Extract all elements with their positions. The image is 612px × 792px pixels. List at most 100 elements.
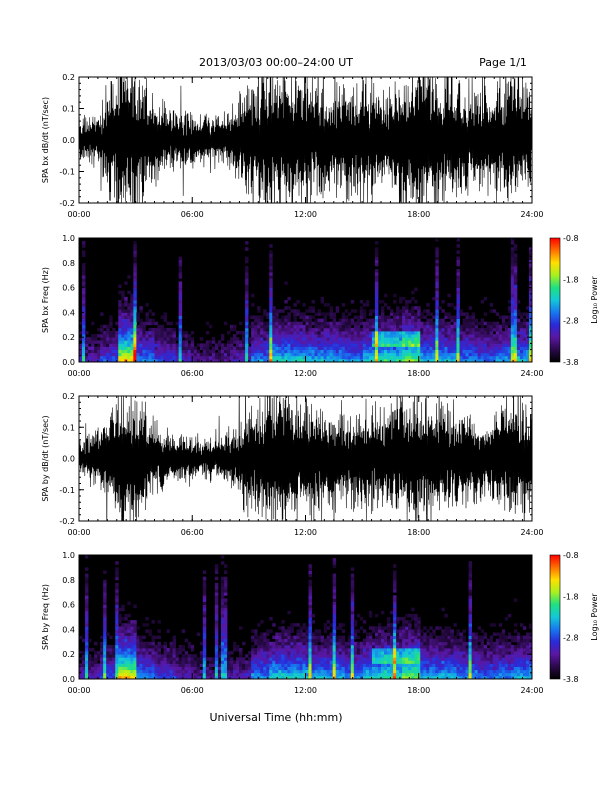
heatmap-cell	[350, 607, 355, 612]
heatmap-cell	[266, 321, 270, 326]
heatmap-cell	[82, 318, 86, 323]
heatmap-cell	[408, 632, 412, 636]
heatmap-cell	[151, 358, 155, 363]
heatmap-cell	[405, 675, 409, 680]
heatmap-cell	[356, 669, 361, 674]
heatmap-cell	[356, 613, 361, 618]
heatmap-cell	[335, 352, 340, 357]
heatmap-cell	[335, 644, 340, 649]
heatmap-cell	[311, 672, 315, 677]
heatmap-cell	[371, 334, 376, 338]
heatmap-cell	[513, 293, 518, 298]
heatmap-cell	[97, 666, 101, 671]
heatmap-cell	[399, 315, 403, 319]
heatmap-cell	[429, 321, 433, 326]
heatmap-cell	[359, 617, 364, 621]
heatmap-cell	[233, 324, 237, 329]
heatmap-cell	[103, 626, 107, 630]
heatmap-cell	[450, 324, 454, 329]
heatmap-cell	[142, 355, 146, 360]
heatmap-cell	[112, 352, 116, 357]
heatmap-cell	[335, 324, 340, 329]
heatmap-cell	[456, 651, 460, 655]
heatmap-cell	[290, 648, 294, 652]
heatmap-cell	[314, 635, 318, 640]
heatmap-cell	[79, 666, 83, 671]
heatmap-cell	[299, 632, 303, 636]
heatmap-cell	[344, 327, 349, 332]
heatmap-cell	[106, 324, 110, 329]
heatmap-cell	[486, 331, 491, 335]
heatmap-cell	[459, 355, 463, 360]
heatmap-cell	[239, 654, 243, 658]
heatmap-cell	[236, 675, 240, 680]
heatmap-cell	[329, 672, 334, 677]
heatmap-cell	[468, 604, 472, 609]
heatmap-cell	[166, 648, 170, 652]
heatmap-cell	[260, 337, 264, 341]
heatmap-cell	[444, 635, 448, 640]
heatmap-cell	[223, 564, 228, 568]
heatmap-cell	[423, 346, 427, 350]
heatmap-cell	[251, 337, 255, 341]
heatmap-cell	[323, 318, 328, 323]
heatmap-cell	[220, 632, 225, 636]
heatmap-cell	[317, 355, 321, 360]
heatmap-cell	[420, 641, 424, 646]
heatmap-cell	[130, 651, 134, 655]
heatmap-cell	[447, 669, 451, 674]
heatmap-cell	[408, 638, 412, 643]
heatmap-cell	[281, 632, 285, 636]
heatmap-cell	[263, 358, 267, 363]
heatmap-cell	[251, 321, 255, 326]
heatmap-cell	[510, 349, 515, 354]
heatmap-cell	[525, 352, 530, 357]
heatmap-cell	[175, 349, 180, 354]
heatmap-cell	[223, 620, 228, 624]
heatmap-cell	[263, 331, 267, 335]
heatmap-cell	[423, 675, 427, 680]
heatmap-cell	[377, 331, 382, 335]
heatmap-cell	[426, 355, 430, 360]
heatmap-cell	[257, 334, 261, 338]
heatmap-cell	[163, 651, 167, 655]
heatmap-cell	[130, 334, 134, 338]
heatmap-cell	[130, 331, 134, 335]
heatmap-cell	[136, 327, 140, 332]
heatmap-cell	[148, 309, 152, 313]
heatmap-cell	[245, 352, 249, 357]
heatmap-cell	[214, 644, 219, 649]
heatmap-cell	[432, 638, 436, 643]
heatmap-cell	[374, 629, 379, 633]
heatmap-cell	[459, 632, 463, 636]
heatmap-cell	[302, 352, 306, 357]
heatmap-cell	[305, 629, 309, 633]
heatmap-cell	[471, 352, 476, 357]
heatmap-cell	[284, 318, 288, 323]
heatmap-cell	[299, 644, 303, 649]
heatmap-cell	[287, 635, 291, 640]
heatmap-cell	[314, 358, 318, 363]
heatmap-cell	[353, 657, 358, 661]
heatmap-cell	[100, 352, 104, 357]
heatmap-cell	[402, 654, 406, 658]
heatmap-cell	[251, 293, 255, 298]
heatmap-cell	[287, 343, 291, 347]
heatmap-cell	[245, 241, 249, 245]
heatmap-cell	[223, 666, 228, 671]
heatmap-cell	[429, 648, 433, 652]
heatmap-cell	[160, 358, 164, 363]
heatmap-cell	[223, 626, 228, 630]
heatmap-cell	[314, 657, 318, 661]
heatmap-cell	[350, 601, 355, 605]
heatmap-cell	[462, 358, 466, 363]
heatmap-cell	[166, 651, 170, 655]
heatmap-cell	[365, 331, 370, 335]
heatmap-cell	[184, 358, 189, 363]
heatmap-cell	[151, 644, 155, 649]
heatmap-cell	[175, 657, 180, 661]
heatmap-cell	[510, 247, 515, 251]
heatmap-cell	[338, 660, 343, 664]
heatmap-cell	[393, 334, 397, 338]
heatmap-cell	[242, 672, 246, 677]
